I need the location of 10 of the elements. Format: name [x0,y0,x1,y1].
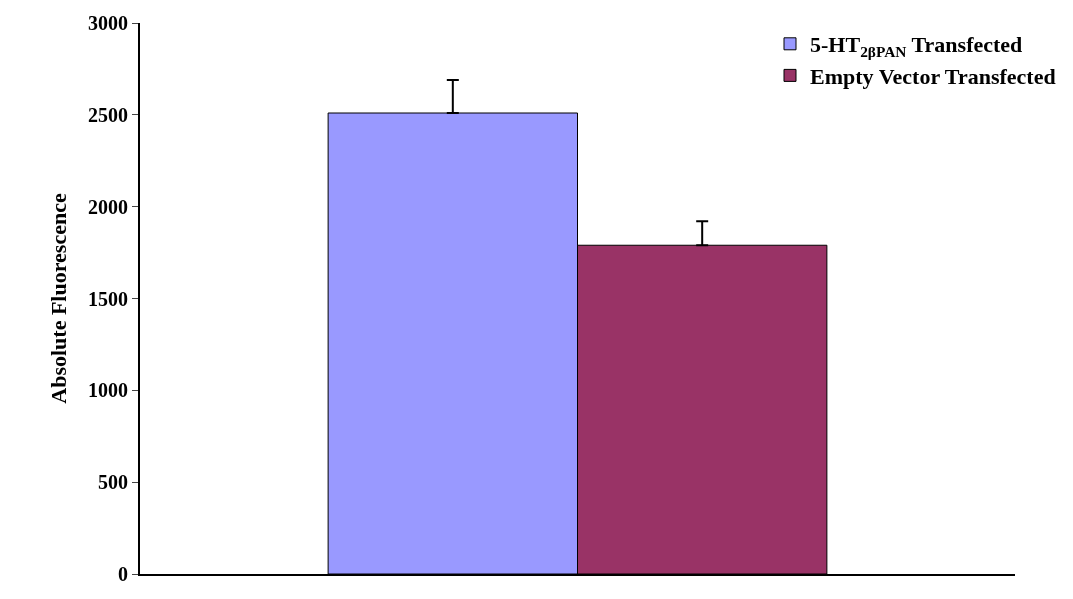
legend-label: 5-HT$_{2βPAN}$ Transfected [810,32,1023,60]
y-tick-label: 1000 [88,379,128,402]
y-axis-title: Absolute Fluorescence [46,193,72,404]
y-tick-label: 1500 [88,287,128,310]
y-tick-label: 500 [98,471,128,494]
legend-label: Empty Vector Transfected [810,63,1056,89]
y-tick-label: 2500 [88,103,128,126]
y-tick-label: 0 [118,563,128,585]
y-tick-label: 3000 [88,12,128,34]
y-tick-label: 2000 [88,195,128,218]
